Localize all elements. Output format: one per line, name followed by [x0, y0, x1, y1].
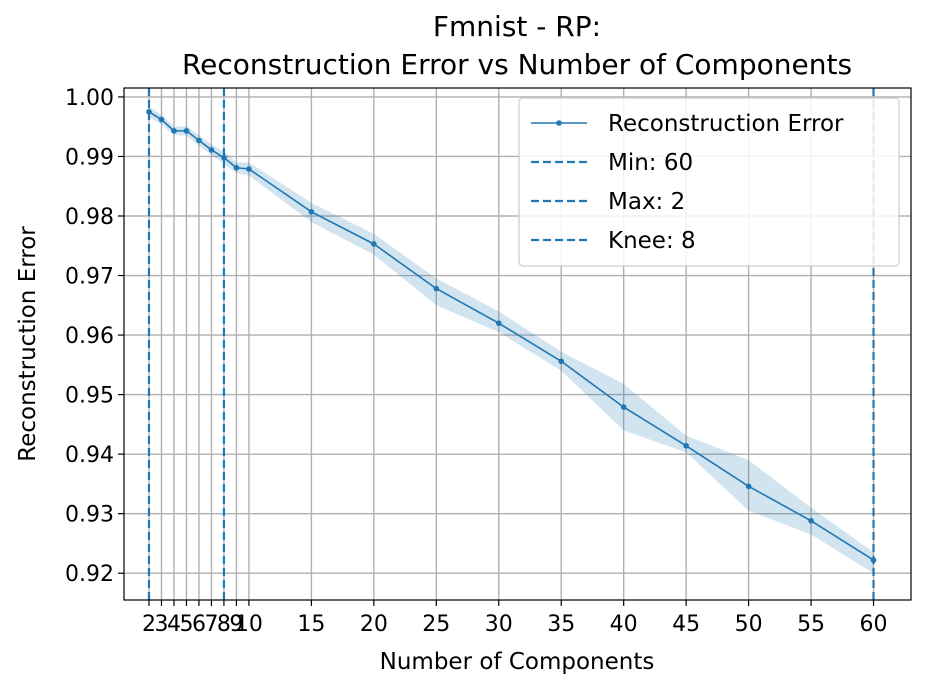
x-tick-label-3: 5	[179, 612, 193, 637]
y-tick-label-8: 1.00	[65, 86, 114, 111]
data-point-6	[196, 137, 202, 144]
x-tick-label-5: 7	[204, 612, 218, 637]
data-point-45	[683, 443, 689, 449]
y-tick-label-5: 0.97	[65, 265, 114, 290]
series-layer	[146, 109, 877, 563]
data-point-3	[158, 116, 165, 123]
x-axis-label: Number of Components	[380, 649, 655, 675]
data-point-50	[745, 483, 752, 490]
data-point-10	[246, 166, 252, 172]
x-tick-label-12: 30	[485, 612, 513, 637]
y-tick-label-1: 0.93	[65, 503, 114, 528]
x-tick-label-16: 50	[735, 612, 763, 637]
y-tick-label-3: 0.95	[65, 384, 114, 409]
legend-label-3: Knee: 8	[608, 228, 696, 254]
data-point-9	[233, 164, 240, 171]
legend-label-0: Reconstruction Error	[608, 111, 844, 137]
data-point-25	[433, 285, 440, 292]
data-point-4	[171, 128, 177, 134]
y-tick-label-7: 0.99	[65, 145, 114, 170]
x-tick-label-0: 2	[142, 612, 156, 637]
data-point-7	[208, 147, 215, 153]
x-tick-label-15: 45	[672, 612, 700, 637]
legend: Reconstruction Error Min: 60 Max: 2 Knee: 8	[518, 97, 900, 267]
y-tick-label-6: 0.98	[65, 205, 114, 230]
data-point-20	[371, 241, 377, 247]
x-tick-label-17: 55	[797, 612, 825, 637]
data-point-8	[221, 154, 227, 161]
x-tick-label-4: 6	[192, 612, 206, 637]
plot-frame	[123, 87, 912, 601]
x-tick-label-6: 8	[217, 612, 231, 637]
data-point-2	[146, 109, 152, 115]
data-point-60	[870, 557, 877, 563]
legend-marker	[556, 120, 562, 126]
x-tick-label-10: 20	[360, 612, 388, 637]
x-tick-label-8: 10	[235, 612, 263, 637]
data-point-5	[183, 128, 190, 134]
grid-lines	[124, 88, 911, 600]
x-tick-label-11: 25	[422, 612, 450, 637]
y-tick-label-0: 0.92	[65, 562, 114, 587]
data-point-35	[558, 358, 565, 365]
legend-label-2: Max: 2	[608, 189, 685, 215]
chart-title-line1: Fmnist - RP:	[433, 10, 601, 43]
legend-box	[518, 97, 900, 267]
error-band	[148, 106, 874, 574]
y-axis-ticks: 0.92 0.93 0.94 0.95 0.96 0.97 0.98 0.99 1.00	[65, 86, 124, 587]
legend-label-1: Min: 60	[608, 150, 693, 176]
x-tick-label-18: 60	[860, 612, 888, 637]
y-tick-label-4: 0.96	[65, 324, 114, 349]
x-tick-label-2: 4	[167, 612, 181, 637]
data-point-55	[808, 518, 814, 524]
chart-title-line2: Reconstruction Error vs Number of Compon…	[182, 48, 852, 81]
error-band-area	[148, 106, 874, 574]
y-tick-label-2: 0.94	[65, 443, 114, 468]
x-tick-label-1: 3	[154, 612, 168, 637]
data-point-30	[495, 320, 502, 326]
y-axis-label: Reconstruction Error	[15, 226, 41, 462]
x-tick-label-13: 35	[547, 612, 575, 637]
x-tick-label-14: 40	[610, 612, 638, 637]
x-tick-label-9: 15	[297, 612, 325, 637]
data-point-40	[620, 404, 627, 410]
x-tick-label-7: 9	[229, 612, 243, 637]
data-point-15	[308, 209, 315, 215]
